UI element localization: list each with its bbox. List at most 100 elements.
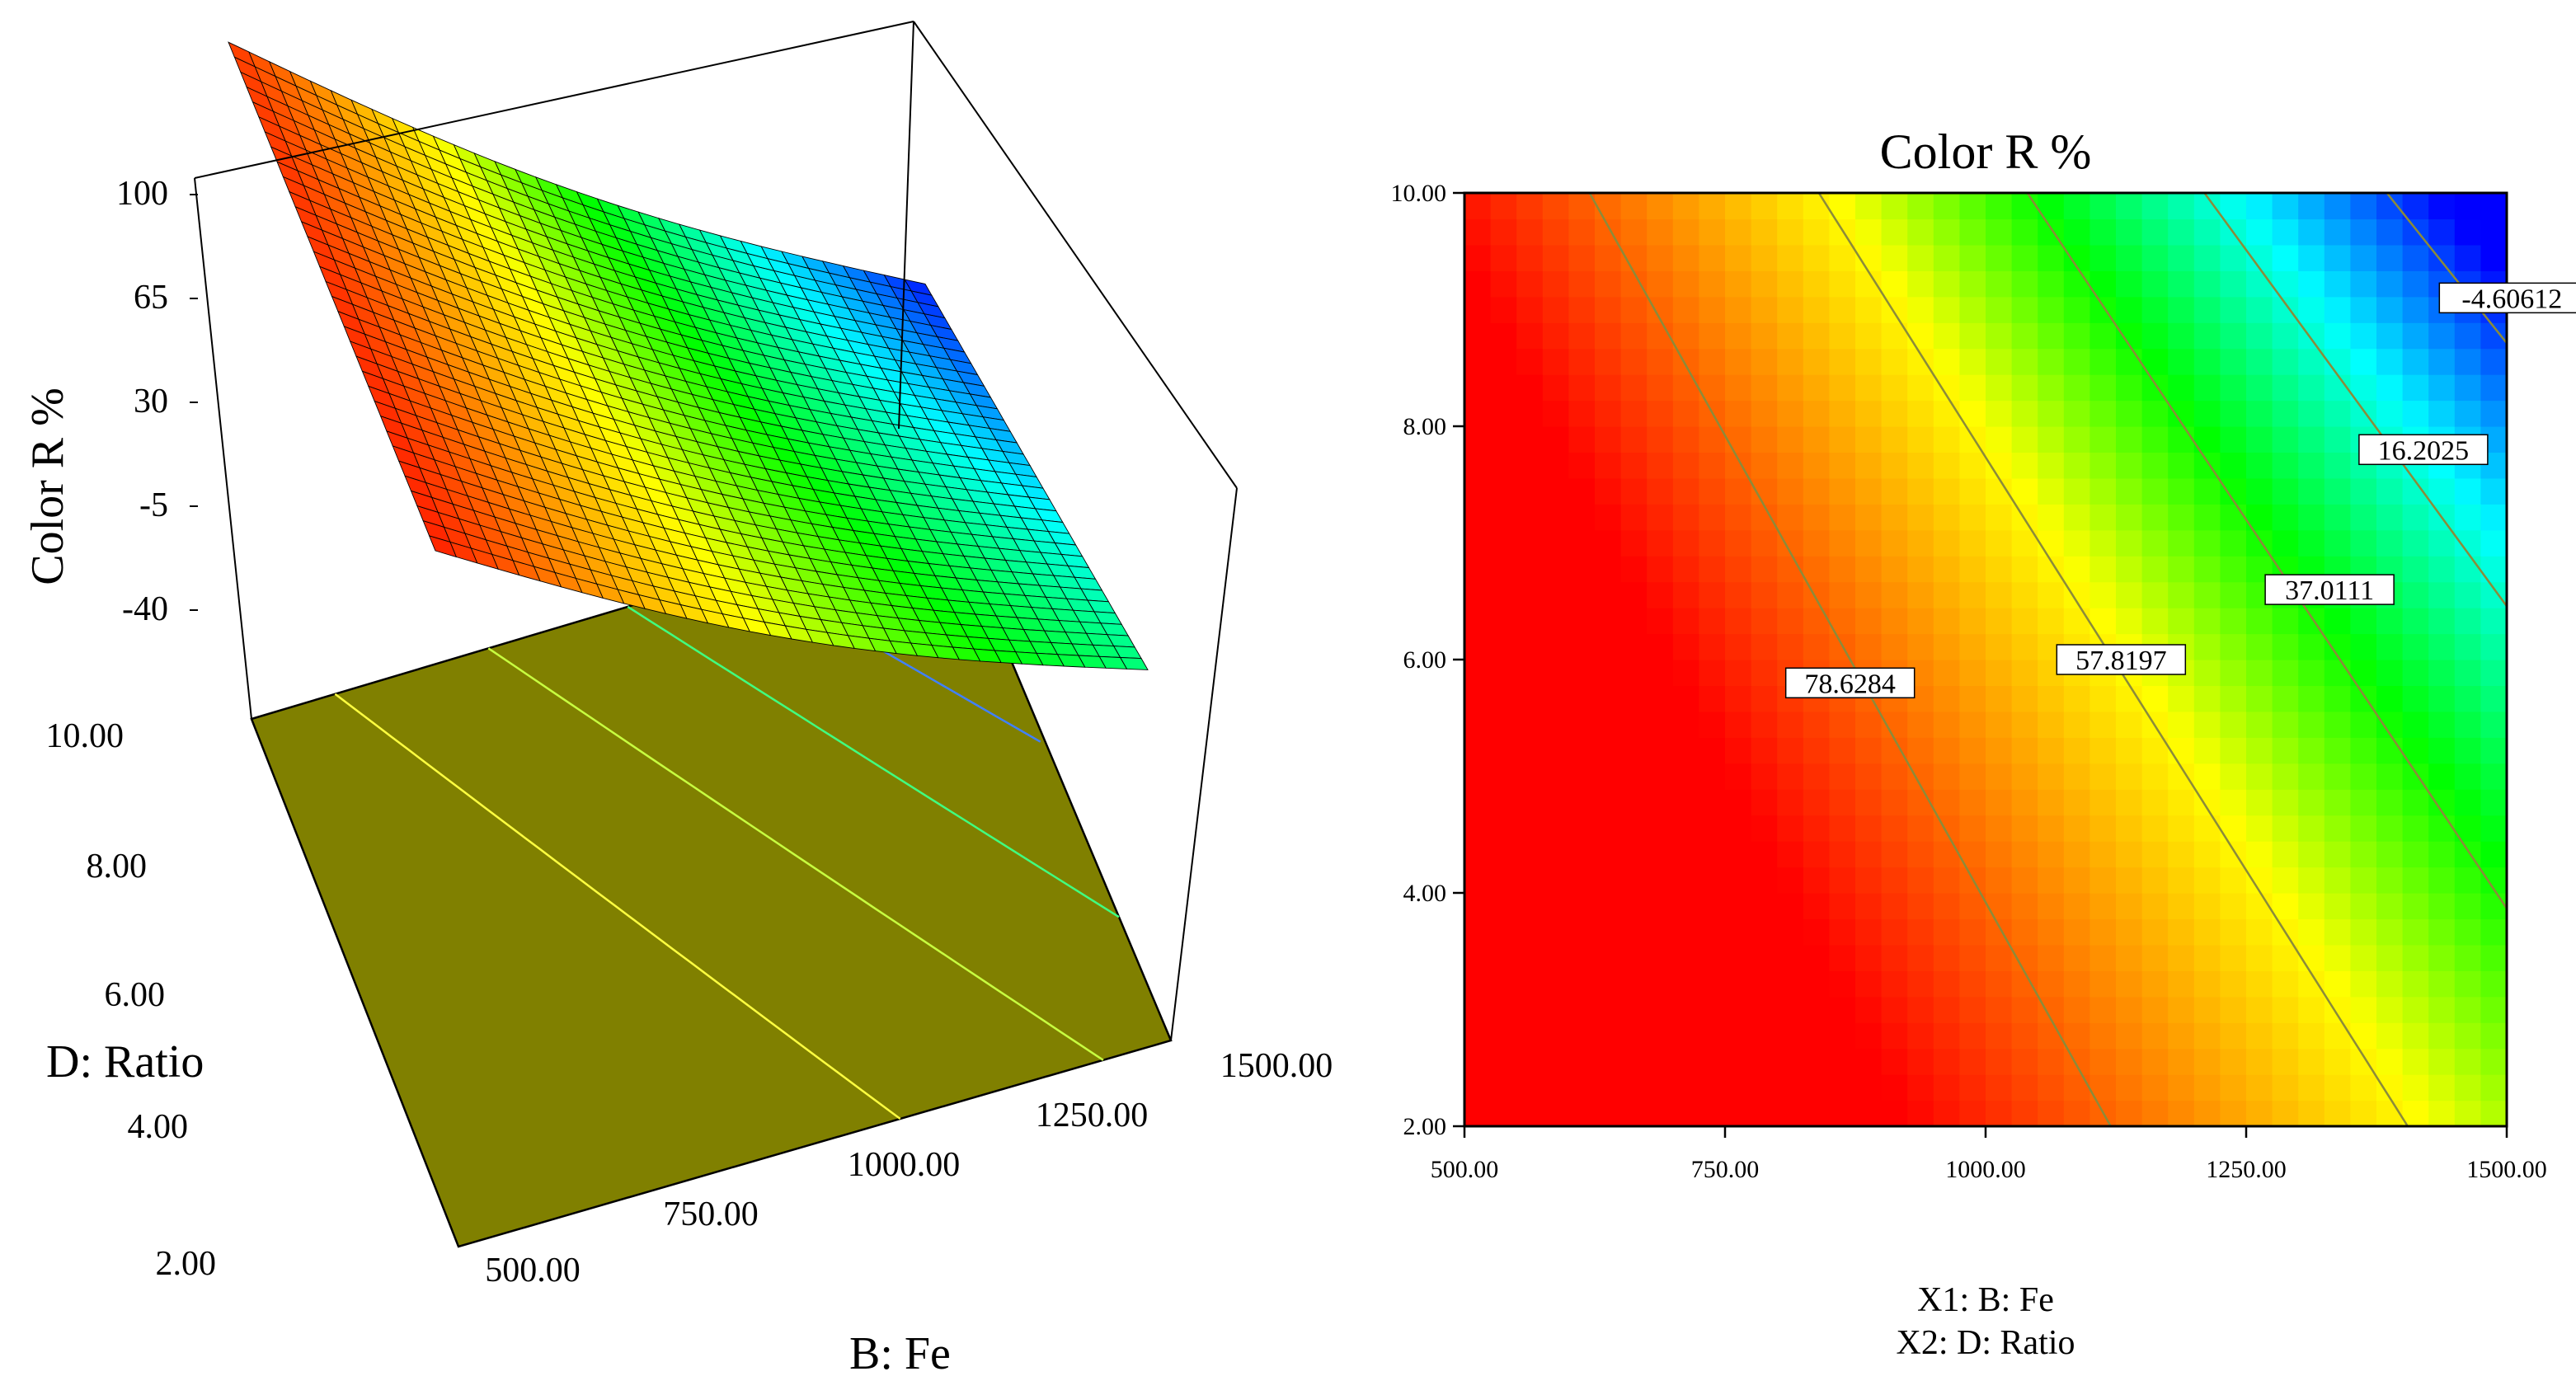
heat-cell (1881, 1048, 1908, 1075)
heat-cell (2116, 400, 2143, 427)
fe-axis-ticks: 500.00 750.00 1000.00 1250.00 1500.00 (485, 1047, 1333, 1289)
heat-cell (1855, 1074, 1883, 1101)
heat-cell (1568, 1074, 1596, 1101)
heat-cell (1490, 867, 1517, 894)
heat-cell (1699, 711, 1726, 738)
heat-cell (2350, 348, 2377, 375)
heat-cell (1699, 193, 1726, 220)
heat-cell (1647, 477, 1674, 505)
heat-cell (1568, 400, 1596, 427)
heat-cell (2038, 970, 2065, 998)
heat-cell (1699, 296, 1726, 323)
heat-cell (1803, 452, 1830, 479)
heat-cell (2063, 218, 2090, 246)
heat-cell (2272, 218, 2299, 246)
heat-cell (1647, 556, 1674, 583)
heat-cell (1725, 867, 1752, 894)
heat-cell (1986, 660, 2013, 687)
heat-cell (1725, 711, 1752, 738)
heat-cell (1855, 711, 1883, 738)
heat-cell (2324, 322, 2351, 350)
x-tick-label: 500.00 (1431, 1156, 1499, 1183)
heat-cell (1986, 556, 2013, 583)
heat-cell (2272, 763, 2299, 790)
heat-cell (1855, 944, 1883, 971)
heat-cell (2220, 918, 2247, 946)
heat-cell (2141, 477, 2169, 505)
heat-cell (2193, 400, 2221, 427)
heat-cell (1516, 1022, 1544, 1050)
heat-cell (1855, 893, 1883, 920)
heat-cell (2350, 322, 2377, 350)
heat-cell (2428, 477, 2456, 505)
heat-cell (2350, 244, 2377, 271)
heat-cell (1933, 193, 1960, 220)
z-axis-title: Color R % (22, 388, 73, 585)
heat-cell (2480, 944, 2508, 971)
heat-cell (1542, 970, 1569, 998)
heat-cell (2116, 556, 2143, 583)
heat-cell (1803, 711, 1830, 738)
heat-cell (1907, 270, 1934, 298)
heat-cell (2220, 556, 2247, 583)
heat-cell (2246, 633, 2273, 660)
heat-cell (1647, 711, 1674, 738)
heat-cell (1777, 996, 1804, 1023)
heat-cell (1516, 608, 1544, 635)
heat-cell (1907, 867, 1934, 894)
heat-cell (2246, 296, 2273, 323)
heat-cell (1542, 504, 1569, 531)
heat-cell (1464, 218, 1492, 246)
heat-cell (2220, 322, 2247, 350)
heat-cell (1672, 996, 1699, 1023)
heat-cell (1672, 581, 1699, 608)
heat-cell (1672, 529, 1699, 557)
heat-cell (2428, 660, 2456, 687)
heat-cell (2220, 1022, 2247, 1050)
heat-cell (1647, 660, 1674, 687)
heat-cell (2038, 711, 2065, 738)
heat-cell (2141, 841, 2169, 868)
heat-cell (2089, 789, 2117, 816)
heat-cell (1933, 556, 1960, 583)
heat-cell (2246, 841, 2273, 868)
heat-cell (1672, 633, 1699, 660)
heat-cell (1777, 841, 1804, 868)
heat-cell (2089, 400, 2117, 427)
heat-cell (1907, 970, 1934, 998)
heat-cell (1803, 1100, 1830, 1127)
heat-cell (1620, 452, 1648, 479)
heat-cell (2063, 996, 2090, 1023)
heat-cell (1568, 893, 1596, 920)
ratio-tick-label: 4.00 (128, 1108, 189, 1146)
heat-cell (1881, 996, 1908, 1023)
heat-cell (1986, 711, 2013, 738)
heat-cell (1751, 1048, 1778, 1075)
heat-cell (1490, 244, 1517, 271)
heat-cell (1907, 996, 1934, 1023)
heat-cell (1725, 970, 1752, 998)
heat-cell (1490, 348, 1517, 375)
heat-cell (2011, 918, 2038, 946)
heat-cell (2193, 1074, 2221, 1101)
heat-cell (2038, 1048, 2065, 1075)
heat-cell (2193, 1022, 2221, 1050)
heat-cell (2246, 1074, 2273, 1101)
heat-cell (1751, 970, 1778, 998)
heat-cell (2063, 944, 2090, 971)
heat-cell (2402, 1074, 2429, 1101)
heat-cell (1595, 477, 1622, 505)
heat-cell (1959, 944, 1986, 971)
heat-cell (2141, 1100, 2169, 1127)
heat-cell (2376, 244, 2404, 271)
heat-cell (2376, 944, 2404, 971)
heat-cell (1490, 1074, 1517, 1101)
heat-cell (2298, 1022, 2325, 1050)
heat-cell (1907, 477, 1934, 505)
heat-cell (1959, 633, 1986, 660)
heat-cell (1516, 218, 1544, 246)
heat-cell (1855, 1022, 1883, 1050)
heat-cell (2089, 581, 2117, 608)
heat-cell (2272, 608, 2299, 635)
heat-cell (1829, 996, 1856, 1023)
